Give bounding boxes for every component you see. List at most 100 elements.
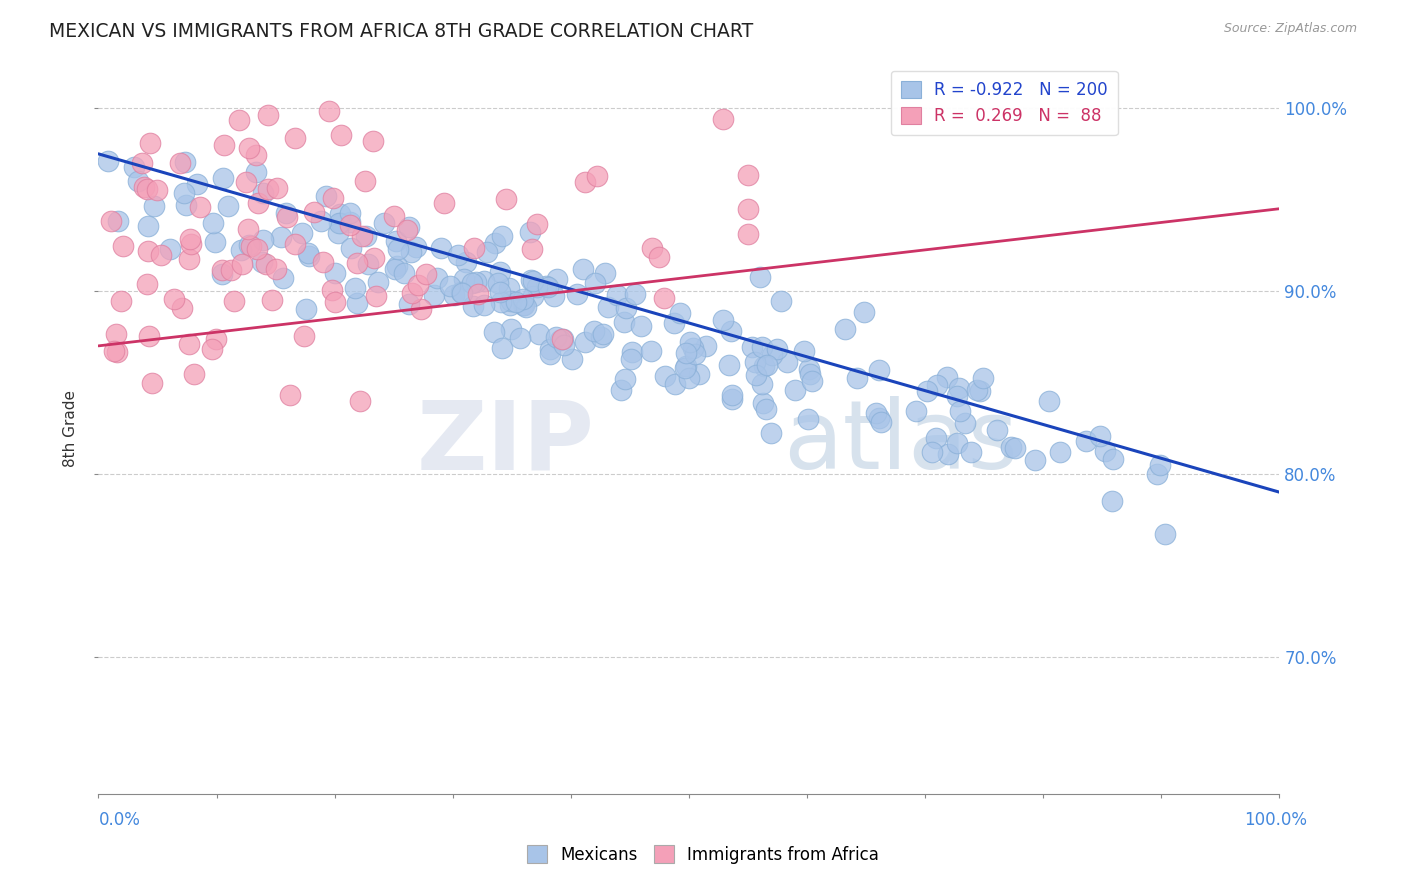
Point xyxy=(238,141,260,155)
Point xyxy=(534,279,557,293)
Point xyxy=(799,367,821,381)
Text: 100.0%: 100.0% xyxy=(1244,811,1308,829)
Point xyxy=(183,367,205,381)
Point xyxy=(737,169,759,183)
Point xyxy=(614,301,637,316)
Point xyxy=(330,128,353,143)
Point xyxy=(675,346,697,360)
Point xyxy=(112,239,135,253)
Point xyxy=(751,377,773,392)
Point xyxy=(322,191,344,205)
Point xyxy=(1049,445,1071,459)
Point xyxy=(720,388,742,402)
Point xyxy=(309,214,332,228)
Point xyxy=(495,193,517,207)
Point xyxy=(141,376,163,391)
Point xyxy=(783,383,806,397)
Point xyxy=(868,411,890,425)
Point xyxy=(969,384,991,399)
Point xyxy=(276,206,298,220)
Point xyxy=(384,209,406,223)
Point xyxy=(270,229,292,244)
Point xyxy=(770,294,793,309)
Point xyxy=(254,258,277,272)
Point xyxy=(751,396,773,410)
Point xyxy=(572,262,595,277)
Point xyxy=(513,298,536,312)
Point xyxy=(103,344,125,359)
Point xyxy=(278,388,301,402)
Point xyxy=(759,425,782,440)
Point xyxy=(1004,441,1026,455)
Point xyxy=(367,276,389,290)
Point xyxy=(411,301,433,316)
Point xyxy=(363,134,385,148)
Point xyxy=(960,445,983,459)
Point xyxy=(741,340,763,354)
Point xyxy=(252,186,274,200)
Point xyxy=(465,276,488,290)
Point xyxy=(1076,434,1098,449)
Point xyxy=(291,226,314,240)
Point xyxy=(136,244,159,258)
Point xyxy=(139,136,162,151)
Point xyxy=(454,255,477,269)
Point xyxy=(461,276,484,290)
Point xyxy=(845,371,868,385)
Point xyxy=(363,251,385,265)
Point xyxy=(247,195,270,210)
Legend: R = -0.922   N = 200, R =  0.269   N =  88: R = -0.922 N = 200, R = 0.269 N = 88 xyxy=(890,70,1118,136)
Point xyxy=(264,262,287,277)
Point xyxy=(640,240,662,254)
Point xyxy=(357,257,380,271)
Point xyxy=(1149,458,1171,472)
Point xyxy=(475,245,498,260)
Point xyxy=(1102,451,1125,466)
Point xyxy=(229,244,252,258)
Point xyxy=(219,263,242,277)
Point xyxy=(522,274,544,288)
Point xyxy=(297,245,319,260)
Point xyxy=(177,337,200,351)
Point xyxy=(245,148,267,162)
Point xyxy=(561,351,583,366)
Point xyxy=(284,131,307,145)
Point xyxy=(553,332,575,346)
Point xyxy=(212,138,235,153)
Point xyxy=(212,170,235,185)
Point xyxy=(544,329,567,343)
Point xyxy=(169,155,191,169)
Point xyxy=(252,233,274,247)
Point xyxy=(537,280,560,294)
Point xyxy=(163,293,186,307)
Point xyxy=(614,372,637,386)
Point xyxy=(695,339,717,353)
Point xyxy=(136,182,159,196)
Point xyxy=(685,347,707,361)
Point xyxy=(583,276,606,290)
Point xyxy=(323,295,346,310)
Point xyxy=(925,431,948,445)
Point xyxy=(107,214,129,228)
Point xyxy=(574,175,596,189)
Point xyxy=(484,235,506,250)
Point xyxy=(613,315,636,329)
Point xyxy=(344,281,367,295)
Point xyxy=(273,271,295,285)
Point xyxy=(472,274,495,288)
Point xyxy=(737,202,759,216)
Point xyxy=(179,232,201,246)
Point xyxy=(946,435,969,450)
Point xyxy=(276,211,298,225)
Point xyxy=(329,216,352,230)
Point xyxy=(935,370,957,384)
Point xyxy=(339,218,361,232)
Point xyxy=(149,247,172,261)
Point xyxy=(138,328,160,343)
Point xyxy=(917,384,939,398)
Point xyxy=(834,322,856,336)
Point xyxy=(321,283,343,297)
Point xyxy=(430,241,453,255)
Point xyxy=(491,341,513,355)
Point xyxy=(512,298,534,312)
